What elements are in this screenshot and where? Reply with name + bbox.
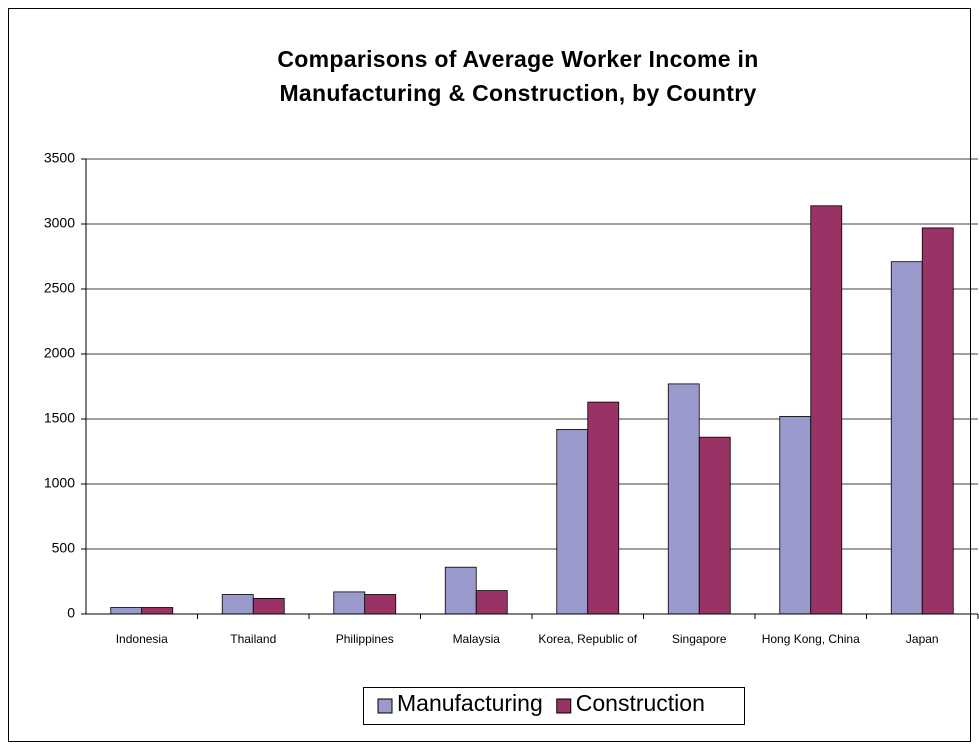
y-tick-label: 3000 bbox=[44, 215, 75, 231]
legend-swatch bbox=[556, 698, 572, 714]
y-tick-label: 2000 bbox=[44, 345, 75, 361]
x-tick-label: Korea, Republic of bbox=[538, 632, 638, 646]
x-tick-label: Thailand bbox=[230, 632, 277, 646]
y-tick-label: 2500 bbox=[44, 280, 75, 296]
x-tick-label: Japan bbox=[905, 632, 939, 646]
y-tick-label: 1500 bbox=[44, 410, 75, 426]
chart-title: Comparisons of Average Worker Income in … bbox=[277, 46, 759, 106]
legend-box bbox=[363, 687, 745, 725]
bar bbox=[698, 436, 731, 615]
x-tick-label: Hong Kong, China bbox=[761, 632, 860, 646]
y-tick-label: 1000 bbox=[44, 475, 75, 491]
chart-border bbox=[8, 8, 971, 742]
bar bbox=[587, 401, 620, 615]
bar bbox=[221, 594, 254, 615]
bar bbox=[333, 591, 366, 615]
bar bbox=[252, 598, 285, 615]
y-tick-label: 3500 bbox=[44, 150, 75, 166]
bar bbox=[890, 261, 923, 615]
legend-swatch bbox=[377, 698, 393, 714]
bar bbox=[667, 383, 700, 615]
bar bbox=[921, 227, 954, 615]
legend-label: Construction bbox=[576, 690, 705, 716]
x-tick-label: Singapore bbox=[671, 632, 727, 646]
bar bbox=[556, 428, 589, 615]
bar bbox=[141, 607, 174, 615]
y-tick-label: 500 bbox=[52, 540, 76, 556]
x-tick-label: Indonesia bbox=[115, 632, 168, 646]
bar bbox=[779, 415, 812, 615]
x-tick-label: Philippines bbox=[335, 632, 394, 646]
bar bbox=[364, 594, 397, 615]
legend-label: Manufacturing bbox=[397, 690, 543, 716]
y-tick-label: 0 bbox=[67, 605, 75, 621]
bar bbox=[475, 590, 508, 615]
bar bbox=[110, 607, 143, 615]
bar bbox=[444, 566, 477, 615]
x-tick-label: Malaysia bbox=[452, 632, 500, 646]
bar bbox=[810, 205, 843, 615]
